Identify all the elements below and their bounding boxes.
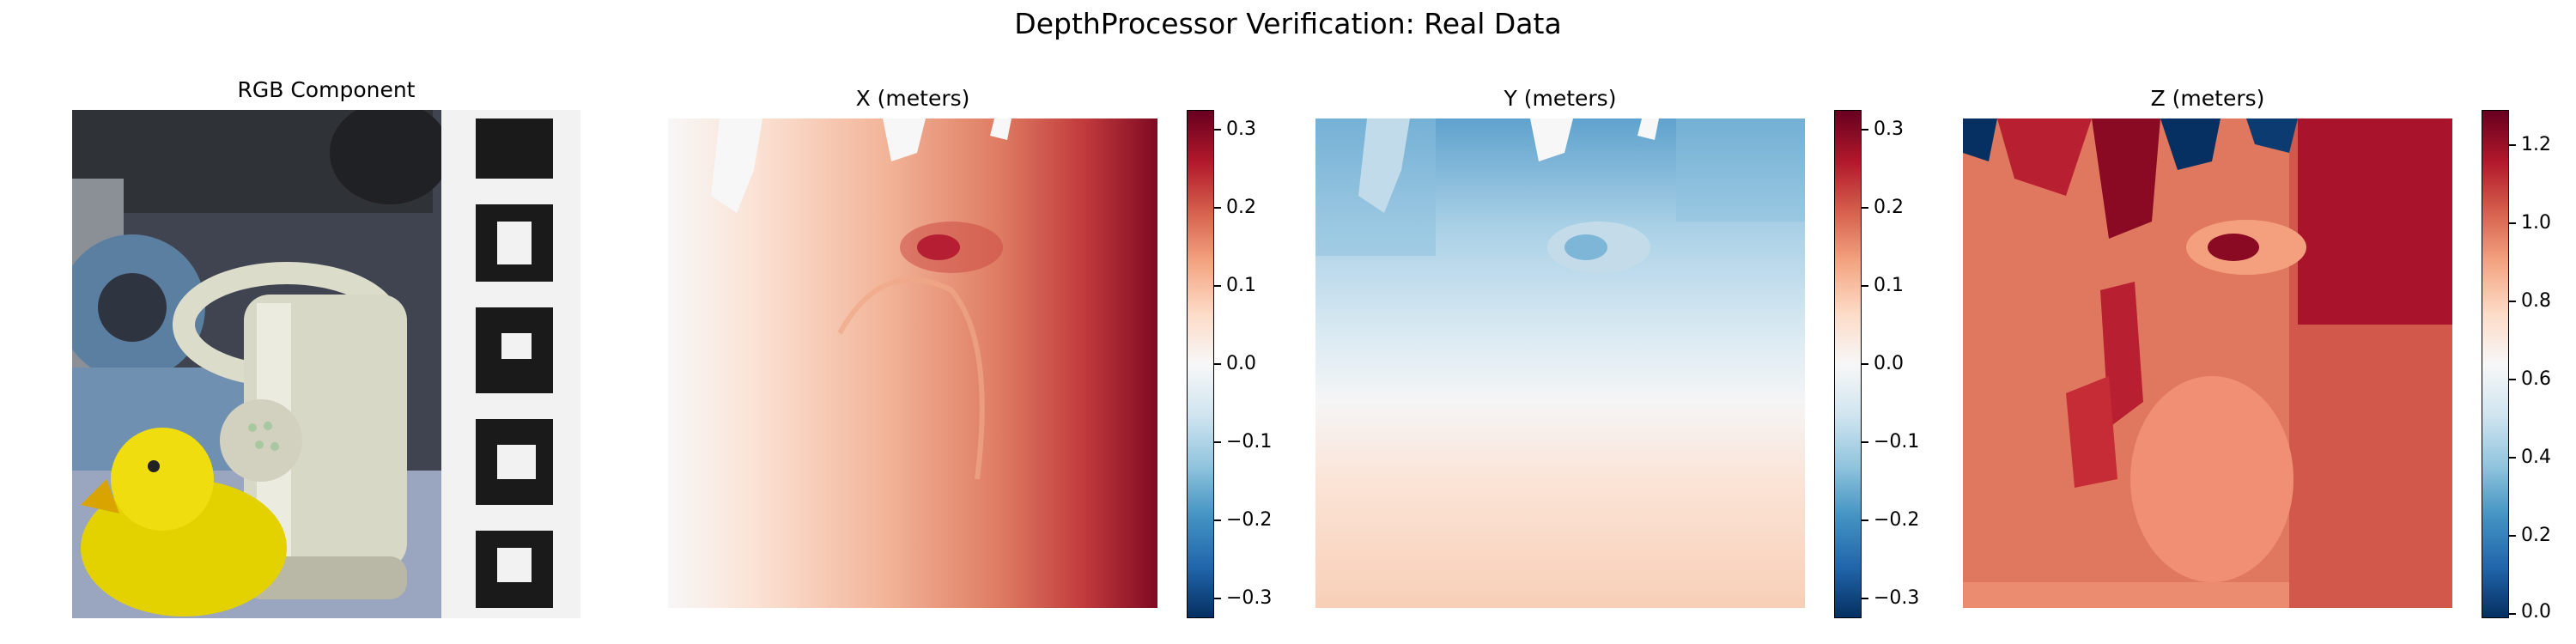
- y-tick-mark: [1862, 207, 1868, 209]
- z-tick-mark: [2509, 535, 2516, 537]
- z-panel-title: Z (meters): [2150, 86, 2265, 111]
- x-tick-label: −0.3: [1226, 587, 1273, 609]
- z-colorbar-ticks: 1.2 1.0 0.8 0.6 0.4 0.2 0.0: [2509, 110, 2576, 622]
- y-colorbar: [1834, 110, 1862, 618]
- z-tick-mark: [2509, 144, 2516, 146]
- y-tick-mark: [1862, 598, 1868, 599]
- y-tick-label: 0.3: [1874, 118, 1904, 140]
- z-tick-mark: [2509, 613, 2516, 615]
- y-tick-label: 0.0: [1874, 353, 1904, 374]
- z-tick-label: 0.4: [2521, 447, 2551, 468]
- x-tick-label: −0.2: [1226, 509, 1273, 531]
- x-tick-mark: [1214, 207, 1221, 209]
- y-tick-mark: [1862, 519, 1868, 521]
- x-tick-label: 0.3: [1226, 118, 1256, 140]
- y-tick-mark: [1862, 441, 1868, 443]
- z-tick-label: 1.0: [2521, 212, 2551, 234]
- z-heatmap: [1963, 118, 2452, 608]
- x-tick-label: −0.1: [1226, 431, 1273, 453]
- z-tick-label: 0.8: [2521, 290, 2551, 312]
- x-colorbar: [1187, 110, 1214, 618]
- z-tick-label: 0.2: [2521, 525, 2551, 546]
- z-tick-mark: [2509, 301, 2516, 302]
- z-tick-label: 0.0: [2521, 601, 2551, 623]
- x-heatmap: [668, 118, 1157, 608]
- x-tick-mark: [1214, 519, 1221, 521]
- y-tick-label: 0.2: [1874, 197, 1904, 218]
- x-panel-title: X (meters): [855, 86, 970, 111]
- x-tick-label: 0.0: [1226, 353, 1256, 374]
- rgb-panel-title: RGB Component: [237, 77, 416, 102]
- z-tick-mark: [2509, 222, 2516, 224]
- y-tick-label: −0.1: [1874, 431, 1920, 453]
- z-tick-mark: [2509, 457, 2516, 459]
- x-tick-mark: [1214, 363, 1221, 365]
- x-tick-label: 0.1: [1226, 275, 1256, 296]
- y-tick-mark: [1862, 285, 1868, 287]
- rgb-image: [72, 110, 580, 618]
- x-tick-mark: [1214, 285, 1221, 287]
- x-tick-mark: [1214, 441, 1221, 443]
- y-colorbar-ticks: 0.3 0.2 0.1 0.0 −0.1 −0.2 −0.3: [1862, 110, 1930, 618]
- x-colorbar-ticks: 0.3 0.2 0.1 0.0 −0.1 −0.2 −0.3: [1214, 110, 1283, 618]
- y-heatmap: [1315, 118, 1805, 608]
- y-panel-title: Y (meters): [1504, 86, 1617, 111]
- y-tick-mark: [1862, 129, 1868, 131]
- y-tick-label: 0.1: [1874, 275, 1904, 296]
- x-tick-mark: [1214, 598, 1221, 599]
- x-tick-label: 0.2: [1226, 197, 1256, 218]
- z-colorbar: [2482, 110, 2509, 618]
- z-tick-label: 0.6: [2521, 368, 2551, 390]
- y-tick-mark: [1862, 363, 1868, 365]
- z-tick-mark: [2509, 379, 2516, 380]
- figure-title: DepthProcessor Verification: Real Data: [1014, 7, 1562, 40]
- z-tick-label: 1.2: [2521, 134, 2551, 155]
- y-tick-label: −0.3: [1874, 587, 1920, 609]
- y-tick-label: −0.2: [1874, 509, 1920, 531]
- x-tick-mark: [1214, 129, 1221, 131]
